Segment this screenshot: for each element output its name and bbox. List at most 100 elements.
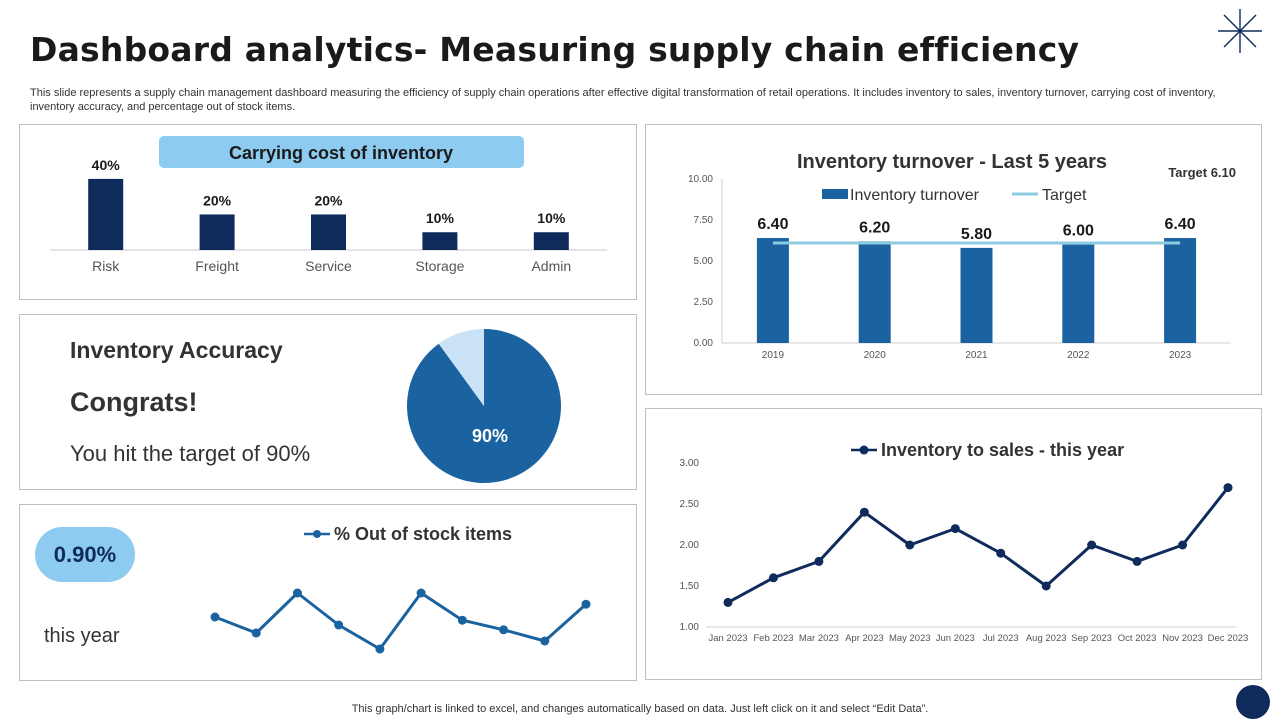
- turnover-legend: Inventory turnover Target: [822, 187, 1087, 204]
- turnover-y-tick: 10.00: [688, 174, 713, 185]
- carrying-cost-category-label: Storage: [415, 258, 464, 274]
- carrying-cost-data-label: 10%: [537, 210, 566, 226]
- its-y-tick: 1.50: [680, 581, 700, 592]
- turnover-x-tick: 2020: [864, 350, 887, 361]
- carrying-cost-title: Carrying cost of inventory: [229, 143, 453, 163]
- out-of-stock-legend-marker: [313, 530, 321, 538]
- out-of-stock-badge: 0.90%: [35, 527, 135, 582]
- carrying-cost-bar: [422, 232, 458, 250]
- its-point: [1178, 540, 1188, 550]
- turnover-x-tick: 2022: [1067, 350, 1090, 361]
- page-subtitle: This slide represents a supply chain man…: [30, 87, 1216, 113]
- out-of-stock-line: [214, 591, 587, 651]
- turnover-bar: [756, 238, 789, 343]
- its-point: [1087, 540, 1097, 550]
- turnover-legend-series: Inventory turnover: [850, 187, 980, 204]
- page-title: Dashboard analytics- Measuring supply ch…: [30, 30, 1080, 69]
- turnover-bar: [858, 241, 891, 343]
- out-of-stock-point: [375, 644, 385, 654]
- out-of-stock-point: [334, 620, 344, 630]
- carrying-cost-title-bg: [159, 136, 524, 168]
- carrying-cost-bar: [88, 178, 124, 250]
- its-y-tick: 2.00: [680, 540, 700, 551]
- inventory-to-sales-legend: Inventory to sales - this year: [851, 440, 1124, 460]
- its-x-tick: Oct 2023: [1118, 633, 1157, 644]
- out-of-stock-period: this year: [44, 625, 120, 647]
- its-x-tick: Apr 2023: [845, 633, 884, 644]
- accuracy-pie-chart: 90%: [407, 329, 561, 483]
- turnover-y-tick: 0.00: [694, 338, 714, 349]
- turnover-y-tick: 5.00: [694, 256, 714, 267]
- its-point: [950, 524, 960, 534]
- turnover-x-tick: 2021: [965, 350, 988, 361]
- its-x-tick: Nov 2023: [1162, 633, 1203, 644]
- carrying-cost-bar: [199, 214, 235, 250]
- carrying-cost-category-label: Freight: [195, 258, 239, 274]
- carrying-cost-data-label: 20%: [314, 192, 343, 208]
- inventory-turnover-panel: Inventory turnover - Last 5 years Target…: [645, 124, 1262, 395]
- its-point: [1223, 483, 1233, 493]
- its-y-tick: 2.50: [680, 499, 700, 510]
- its-point: [1132, 556, 1142, 566]
- its-x-tick: May 2023: [889, 633, 931, 644]
- out-of-stock-point: [457, 615, 467, 625]
- its-legend-marker: [859, 445, 869, 455]
- out-of-stock-point: [499, 625, 509, 635]
- accuracy-pie-label: 90%: [472, 426, 508, 446]
- turnover-y-tick: 2.50: [694, 297, 714, 308]
- turnover-data-label: 5.80: [961, 226, 992, 243]
- its-x-tick: Jun 2023: [936, 633, 975, 644]
- its-point: [996, 548, 1006, 558]
- turnover-x-tick: 2019: [762, 350, 785, 361]
- its-line: [727, 486, 1230, 604]
- corner-circle-icon: [1236, 685, 1270, 719]
- its-x-tick: Jan 2023: [708, 633, 747, 644]
- out-of-stock-point: [210, 612, 220, 622]
- its-x-tick: Mar 2023: [799, 633, 839, 644]
- out-of-stock-point: [540, 636, 550, 646]
- its-point: [905, 540, 915, 550]
- carrying-cost-chart: Carrying cost of inventory 40% Risk 20% Fre…: [50, 136, 607, 274]
- out-of-stock-legend: % Out of stock items: [304, 524, 512, 544]
- inventory-to-sales-panel: Inventory to sales - this year 1.00 1.50 2…: [645, 408, 1262, 680]
- turnover-data-label: 6.00: [1063, 223, 1094, 240]
- turnover-bar: [1164, 238, 1197, 343]
- starburst-icon: [1218, 9, 1262, 53]
- turnover-bar: [960, 247, 993, 343]
- turnover-title: Inventory turnover - Last 5 years: [797, 151, 1107, 173]
- out-of-stock-point: [581, 599, 591, 609]
- its-x-tick: Feb 2023: [753, 633, 793, 644]
- its-x-tick: Aug 2023: [1026, 633, 1067, 644]
- its-point: [723, 597, 733, 607]
- turnover-legend-target: Target: [1042, 187, 1087, 204]
- out-of-stock-point: [292, 588, 302, 598]
- out-of-stock-point: [416, 588, 426, 598]
- turnover-data-label: 6.40: [1165, 216, 1196, 233]
- out-of-stock-chart: % Out of stock items: [210, 524, 591, 654]
- inventory-to-sales-chart: Inventory to sales - this year 1.00 1.50 2…: [680, 440, 1249, 644]
- its-point: [768, 573, 778, 583]
- carrying-cost-bar: [533, 232, 569, 250]
- inventory-to-sales-title: Inventory to sales - this year: [881, 440, 1124, 460]
- accuracy-title: Inventory Accuracy: [70, 337, 283, 363]
- carrying-cost-data-label: 20%: [203, 192, 232, 208]
- inventory-accuracy-panel: Inventory Accuracy Congrats! You hit the…: [19, 314, 637, 490]
- out-of-stock-title: % Out of stock items: [334, 524, 512, 544]
- turnover-bar: [1062, 244, 1095, 343]
- accuracy-pie-slice: [438, 329, 484, 406]
- carrying-cost-category-label: Service: [305, 258, 352, 274]
- turnover-data-label: 6.20: [859, 219, 890, 236]
- carrying-cost-panel: Carrying cost of inventory 40% Risk 20% Fre…: [19, 124, 637, 300]
- its-point: [1041, 581, 1051, 591]
- carrying-cost-data-label: 40%: [92, 157, 121, 173]
- turnover-x-tick: 2023: [1169, 350, 1192, 361]
- carrying-cost-data-label: 10%: [426, 210, 455, 226]
- turnover-legend-bar: [822, 189, 848, 199]
- turnover-target-label: Target 6.10: [1168, 165, 1236, 180]
- inventory-turnover-chart: Inventory turnover - Last 5 years Target…: [688, 151, 1236, 361]
- carrying-cost-category-label: Admin: [531, 258, 571, 274]
- turnover-data-label: 6.40: [757, 216, 788, 233]
- its-y-tick: 1.00: [680, 622, 700, 633]
- its-x-tick: Jul 2023: [983, 633, 1019, 644]
- footer-note: This graph/chart is linked to excel, and…: [351, 703, 929, 715]
